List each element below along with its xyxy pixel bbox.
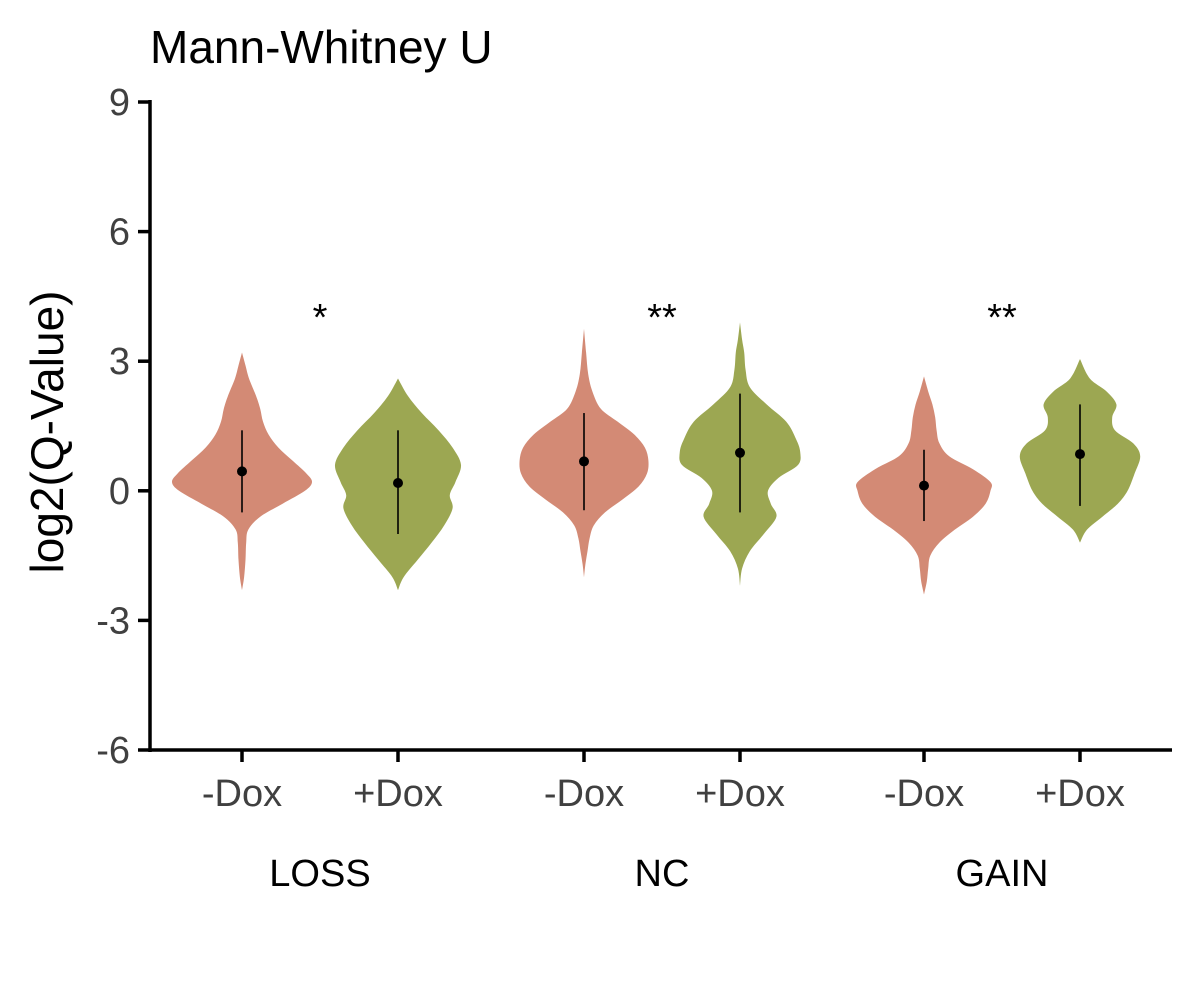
y-ticks-layer: -6 -3 0 3 6 9 — [96, 82, 150, 772]
y-tick-label: 6 — [109, 212, 130, 254]
x-tick-label: -Dox — [544, 773, 624, 815]
significance-marker: * — [313, 297, 328, 339]
y-tick-label: 3 — [109, 341, 130, 383]
y-tick-label: 9 — [109, 82, 130, 124]
x-tick-label: -Dox — [202, 773, 282, 815]
group-labels-layer: * LOSS ** NC ** GAIN — [269, 297, 1048, 895]
x-tick-label: +Dox — [353, 773, 443, 815]
median-point — [919, 480, 929, 491]
x-ticks-layer: -Dox +Dox -Dox +Dox -Dox +Dox — [202, 750, 1125, 815]
axes-layer — [148, 100, 1172, 752]
chart-title: Mann-Whitney U — [150, 21, 493, 73]
y-tick-label: -3 — [96, 600, 130, 642]
x-tick-label: +Dox — [1035, 773, 1125, 815]
x-tick-label: +Dox — [695, 773, 785, 815]
significance-marker: ** — [647, 297, 677, 339]
x-tick-label: -Dox — [884, 773, 964, 815]
median-point — [393, 478, 403, 489]
median-point — [1075, 449, 1085, 460]
significance-marker: ** — [987, 297, 1017, 339]
median-point — [579, 456, 589, 467]
group-label-nc: NC — [635, 853, 690, 895]
violins-layer — [171, 322, 1141, 595]
group-label-gain: GAIN — [956, 853, 1049, 895]
y-axis-label: log2(Q-Value) — [21, 291, 73, 574]
median-point — [735, 447, 745, 458]
median-point — [237, 466, 247, 477]
y-tick-label: 0 — [109, 471, 130, 513]
y-tick-label: -6 — [96, 730, 130, 772]
group-label-loss: LOSS — [269, 853, 370, 895]
